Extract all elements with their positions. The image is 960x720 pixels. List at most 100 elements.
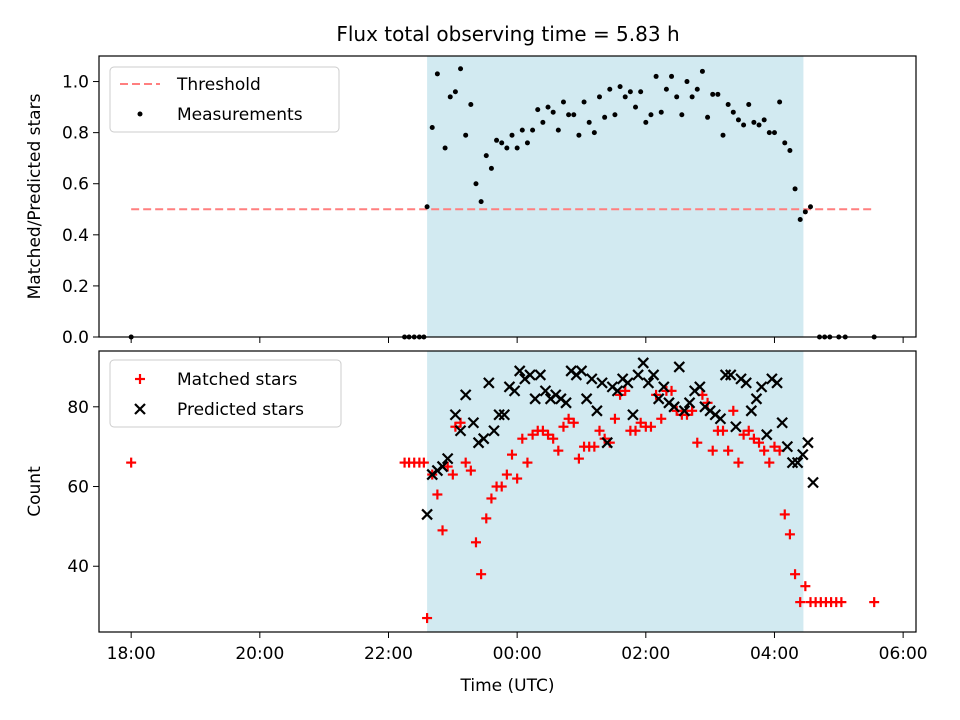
measurement-point [452,89,458,95]
matched-star-point [537,425,548,436]
measurement-point [424,204,430,210]
measurement-point [566,112,572,118]
matched-star-point [728,405,739,416]
measurement-point [782,140,788,146]
y-tick-label: 80 [67,398,89,418]
count-x-axis-label: Time (UTC) [460,676,555,696]
y-tick-label: 0.8 [62,124,89,144]
matched-star-point [558,421,569,432]
predicted-star-point [683,397,696,409]
y-tick-label: 40 [67,557,89,577]
measurement-point [638,89,644,95]
measurement-point [792,186,798,192]
measurement-point [463,132,469,138]
ratio-y-axis-label: Matched/Predicted stars [25,93,45,299]
measurement-point [777,99,783,105]
measurement-point [560,99,566,105]
measurement-point [429,125,435,131]
predicted-star-point [668,401,680,413]
measurement-point [612,112,618,118]
measurement-point [550,109,556,115]
count-legend-box [109,359,342,428]
y-tick-label: 60 [67,478,89,498]
measurement-point [807,204,813,210]
measurement-point [483,153,489,159]
predicted-star-point [524,369,536,381]
matched-star-point [784,529,795,540]
predicted-star-point [760,428,773,441]
matched-star-point [527,429,538,440]
matched-star-point [432,489,443,500]
matched-star-point [563,413,574,424]
predicted-star-point [575,365,588,377]
predicted-star-point [534,369,547,381]
predicted-star-point [591,405,603,417]
measurement-point [576,132,582,138]
predicted-star-point [622,377,634,389]
measurement-point [434,71,440,77]
predicted-star-point [730,420,742,433]
matched-star-point [769,441,780,452]
ratio-axes-frame [98,55,917,338]
matched-star-point [437,525,448,536]
matched-star-point [836,597,847,608]
predicted-star-point [627,408,639,421]
predicted-star-point [740,377,752,389]
measurement-point [504,145,510,151]
legend-x-mark [134,403,146,415]
ratio-x-axis [130,337,904,343]
predicted-star-point [673,361,686,373]
ratio-plot-area [128,66,877,340]
measurement-point [499,140,505,146]
x-tick-label: 02:00 [621,644,670,664]
matched-star-point [442,461,453,472]
count-x-axis: 18:00 20:00 22:00 00:00 02:00 04:00 06:00 [107,632,928,664]
measurement-point [694,86,700,92]
measurement-point [735,117,741,123]
measurement-point [715,91,721,97]
measurement-point [756,122,762,128]
matched-star-point [548,433,559,444]
measurement-point [797,216,803,222]
predicted-star-point [488,424,500,437]
measurement-point [658,109,664,115]
matched-star-point [630,425,641,436]
matched-star-point [723,445,734,456]
legend-predicted-label: Predicted stars [177,400,304,420]
predicted-star-point [560,397,572,409]
measurement-point [442,145,448,151]
measurement-point [761,117,767,123]
measurement-point [720,132,726,138]
count-panel: 40 60 80 18:00 20:00 22:00 00:00 02:00 04:00 06:… [25,350,928,696]
measurement-point [478,199,484,205]
measurement-point [802,209,808,215]
predicted-star-point [781,440,794,453]
measurement-point [627,89,633,95]
predicted-star-point [791,456,804,469]
predicted-star-point [596,377,608,389]
legend-measurements-swatch [137,111,143,117]
measurement-point [653,73,659,79]
predicted-star-point [771,377,783,389]
matched-star-point [422,613,433,624]
matched-star-point [470,537,481,548]
matched-star-point [645,421,656,432]
measurement-point [787,148,793,154]
matched-star-point [800,581,811,592]
measurement-point [771,130,777,136]
measurement-point [519,127,525,133]
legend-measurements-label: Measurements [177,105,303,125]
predicted-star-point [755,381,768,393]
measurement-point [591,130,597,136]
x-tick-label: 20:00 [235,644,284,664]
matched-star-point [126,457,137,468]
predicted-star-point [745,405,758,417]
measurement-point [545,104,551,110]
y-tick-label: 0.4 [62,226,89,246]
measurement-point [710,91,716,97]
measurement-point [607,86,613,92]
predicted-star-point [421,508,433,521]
measurement-point [494,137,500,143]
matched-star-point [594,425,605,436]
